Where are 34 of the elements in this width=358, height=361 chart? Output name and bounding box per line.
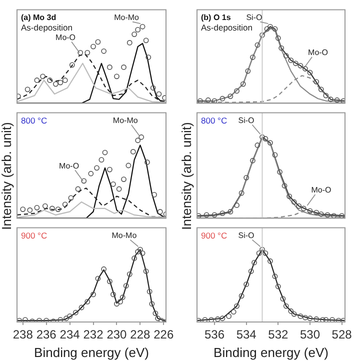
annotation: Si-O (238, 116, 254, 126)
annotation: Mo-Mo (112, 231, 138, 240)
chart-subtitle: 900 °C (201, 230, 228, 240)
chart-subtitle: As-deposition (21, 22, 73, 32)
annotation: Mo-Mo (114, 13, 140, 22)
x-tick-label: 238 (12, 328, 34, 342)
x-tick-label: 232 (83, 328, 104, 342)
y-axis-title: Intensity (arb. unit) (179, 121, 195, 232)
chart-subtitle: 800 °C (201, 115, 228, 126)
x-tick-label: 236 (36, 328, 57, 342)
x-tick-label: 534 (236, 328, 257, 342)
annotation: Si-O (238, 231, 254, 240)
x-tick-label: 532 (268, 328, 288, 342)
annotation: Mo-O (56, 32, 76, 42)
x-tick-label: 228 (130, 328, 151, 342)
x-tick-label: 230 (106, 328, 128, 342)
x-tick-label: 234 (60, 328, 80, 342)
x-tick-label: 528 (332, 328, 352, 342)
chart-subtitle: 800 °C (21, 115, 48, 126)
annotation: Mo-Mo (112, 116, 138, 126)
x-tick-label: 536 (204, 328, 225, 342)
chart-title: (a) Mo 3d (21, 13, 56, 22)
annotation: Mo-O (308, 48, 328, 58)
annotation: Si-O (246, 13, 262, 22)
x-axis-title: Binding energy (eV) (34, 344, 149, 360)
chart-title: (b) O 1s (201, 13, 232, 22)
y-axis-title: Intensity (arb. unit) (0, 121, 15, 232)
x-tick-label: 530 (300, 328, 320, 342)
chart-subtitle: 900 °C (21, 230, 48, 240)
x-axis-title: Binding energy (eV) (214, 344, 328, 360)
annotation: Mo-O (59, 161, 80, 170)
chart-subtitle: As-deposition (201, 22, 253, 32)
x-tick-label: 226 (154, 328, 174, 342)
annotation: Mo-O (311, 186, 332, 195)
